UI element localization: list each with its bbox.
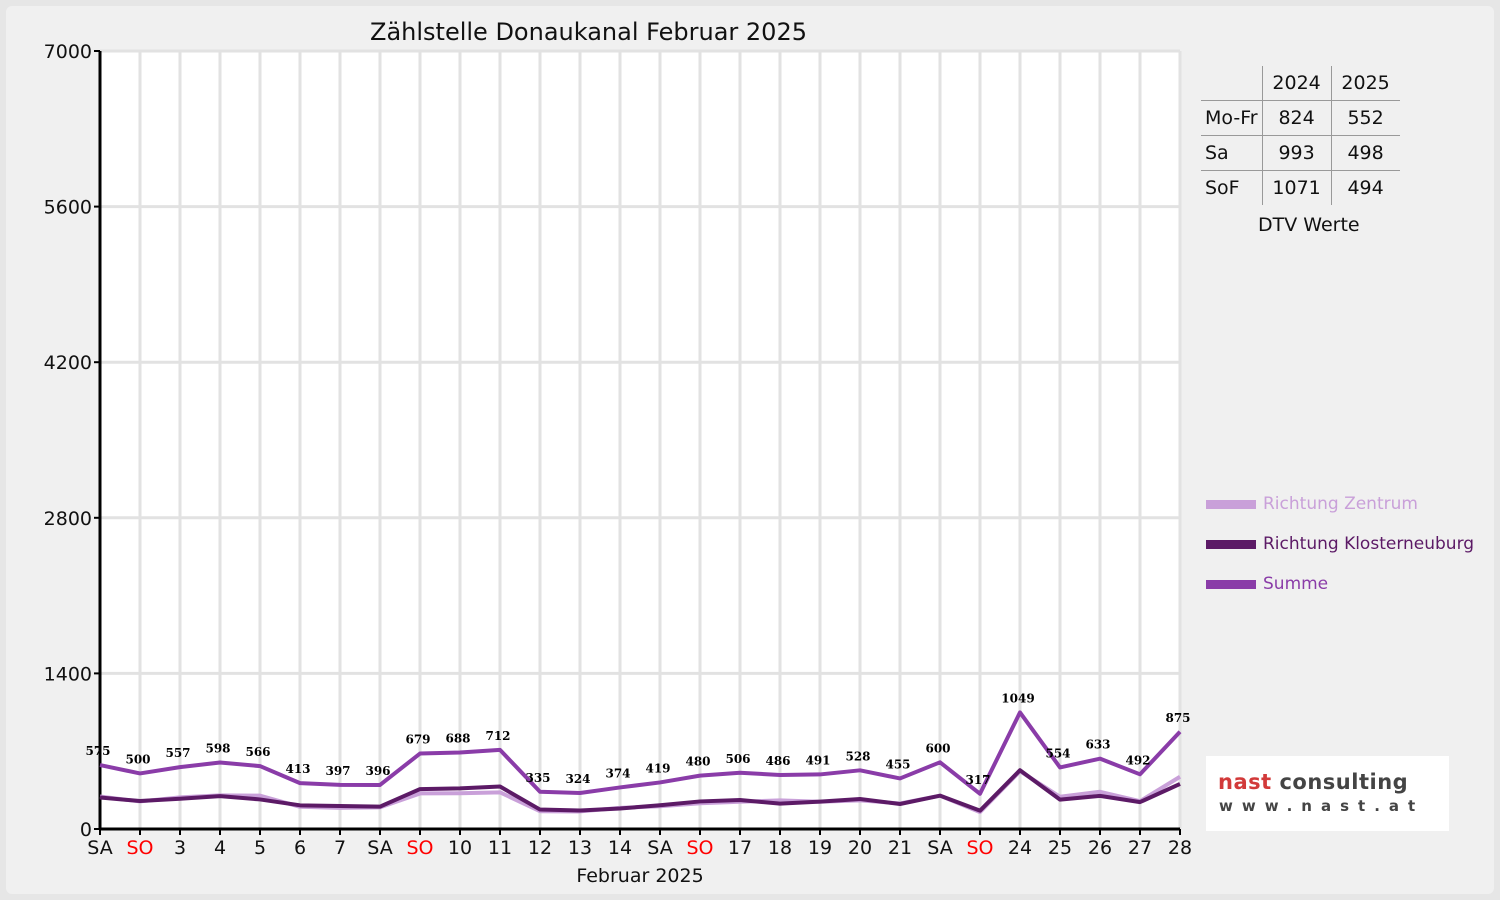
dtv-cell: 552 xyxy=(1330,100,1400,136)
dtv-cell: 824 xyxy=(1261,100,1332,136)
x-tick-label: SO xyxy=(686,837,713,859)
series-line-2 xyxy=(99,768,1181,813)
dtv-cell: 993 xyxy=(1261,135,1332,171)
data-label: 374 xyxy=(605,766,630,780)
x-tick-label: 21 xyxy=(888,837,912,859)
x-tick-label: 24 xyxy=(1008,837,1032,859)
data-label: 480 xyxy=(685,755,710,769)
legend-label: Richtung Zentrum xyxy=(1263,494,1418,514)
x-tick-label: 12 xyxy=(528,837,552,859)
x-tick-label: SO xyxy=(126,837,153,859)
legend-swatch xyxy=(1206,539,1256,549)
dtv-header: 2024 xyxy=(1261,66,1332,101)
legend-item-zentrum: Richtung Zentrum xyxy=(1206,494,1418,514)
data-label: 397 xyxy=(325,764,350,778)
dtv-header: 2025 xyxy=(1330,66,1400,101)
x-tick-label: 4 xyxy=(214,837,226,859)
dtv-cell: 498 xyxy=(1330,135,1400,171)
x-tick-label: SO xyxy=(406,837,433,859)
data-label: 554 xyxy=(1045,746,1070,760)
legend-label: Richtung Klosterneuburg xyxy=(1263,534,1475,554)
data-label: 491 xyxy=(805,753,830,767)
dtv-row-label: SoF xyxy=(1205,177,1240,199)
logo-text: consulting xyxy=(1279,770,1409,794)
x-tick-label: SA xyxy=(87,837,112,859)
data-label: 600 xyxy=(925,741,950,755)
legend-swatch xyxy=(1206,579,1256,589)
data-label: 633 xyxy=(1085,738,1110,752)
dtv-header xyxy=(1201,66,1263,101)
plot-area xyxy=(100,51,1180,829)
x-tick-label: SO xyxy=(966,837,993,859)
x-tick-label: 3 xyxy=(174,837,186,859)
data-label: 688 xyxy=(445,732,470,746)
data-label: 598 xyxy=(205,742,230,756)
chart-panel: SA SO 3 4 5 6 7 SA SO 10 11 12 13 14 SA SO 17 18 19 20 21 SA S… xyxy=(6,6,1494,894)
x-tick-label: 17 xyxy=(728,837,752,859)
series-line-3 xyxy=(99,710,1182,796)
y-tick-label: 4200 xyxy=(44,352,92,374)
x-tick-label: 19 xyxy=(808,837,832,859)
x-tick-label: SA xyxy=(927,837,952,859)
x-tick-label: 6 xyxy=(294,837,306,859)
x-tick-label: SA xyxy=(647,837,672,859)
x-tick-label: 10 xyxy=(448,837,472,859)
dtv-row-label: Sa xyxy=(1201,135,1263,171)
dtv-table: 2024 2025 Mo-Fr 824 552 Sa 993 498 SoF 1071 494 xyxy=(1201,66,1400,205)
data-label: 335 xyxy=(525,771,550,785)
data-label: 566 xyxy=(245,745,270,759)
y-tick-label: 2800 xyxy=(44,508,92,530)
data-label: 712 xyxy=(485,729,510,743)
data-label: 317 xyxy=(965,773,990,787)
y-tick-label: 7000 xyxy=(44,41,92,63)
x-tick-label: 26 xyxy=(1088,837,1112,859)
data-label: 679 xyxy=(405,733,430,747)
x-tick-label: SA xyxy=(367,837,392,859)
dtv-cell: 1071 xyxy=(1261,170,1332,205)
x-axis-title: Februar 2025 xyxy=(576,865,703,887)
data-label: 528 xyxy=(845,749,870,763)
data-label: 324 xyxy=(565,772,590,786)
y-tick-label: 5600 xyxy=(44,197,92,219)
x-tick-label: 25 xyxy=(1048,837,1072,859)
data-label: 419 xyxy=(645,761,670,775)
dtv-cell: 494 xyxy=(1330,170,1400,205)
line-chart: SA SO 3 4 5 6 7 SA SO 10 11 12 13 14 SA SO 17 18 19 20 21 SA S… xyxy=(44,41,1192,887)
x-tick-label: 14 xyxy=(608,837,632,859)
data-label: 396 xyxy=(365,764,390,778)
x-tick-label: 7 xyxy=(334,837,346,859)
x-tick-label: 5 xyxy=(254,837,266,859)
dtv-row-label: Mo-Fr xyxy=(1201,100,1263,136)
x-tick-label: 27 xyxy=(1128,837,1152,859)
data-label: 500 xyxy=(125,752,150,766)
data-label: 575 xyxy=(85,744,110,758)
legend-item-summe: Summe xyxy=(1206,574,1328,594)
data-label: 455 xyxy=(885,757,910,771)
x-tick-label: 13 xyxy=(568,837,592,859)
legend-label: Summe xyxy=(1263,574,1329,594)
data-label: 413 xyxy=(285,762,310,776)
data-label: 557 xyxy=(165,746,190,760)
data-label: 486 xyxy=(765,754,790,768)
data-label: 875 xyxy=(1165,711,1190,725)
y-tick-label: 1400 xyxy=(44,663,92,685)
chart-title: Zählstelle Donaukanal Februar 2025 xyxy=(370,18,807,46)
legend-item-klosterneuburg: Richtung Klosterneuburg xyxy=(1206,534,1474,554)
nast-consulting-logo: nast consulting www.nast.at xyxy=(1206,756,1449,831)
x-tick-label: 18 xyxy=(768,837,792,859)
logo-url: www.nast.at xyxy=(1219,797,1425,815)
logo-text: nast xyxy=(1218,770,1272,794)
x-tick-label: 20 xyxy=(848,837,872,859)
legend-swatch xyxy=(1206,499,1256,509)
data-label: 1049 xyxy=(1001,691,1034,705)
x-tick-label: 11 xyxy=(488,837,512,859)
y-tick-label: 0 xyxy=(80,819,92,841)
data-label: 492 xyxy=(1125,753,1150,767)
dtv-caption: DTV Werte xyxy=(1258,214,1360,236)
x-tick-label: 28 xyxy=(1168,837,1192,859)
data-label: 506 xyxy=(725,752,750,766)
